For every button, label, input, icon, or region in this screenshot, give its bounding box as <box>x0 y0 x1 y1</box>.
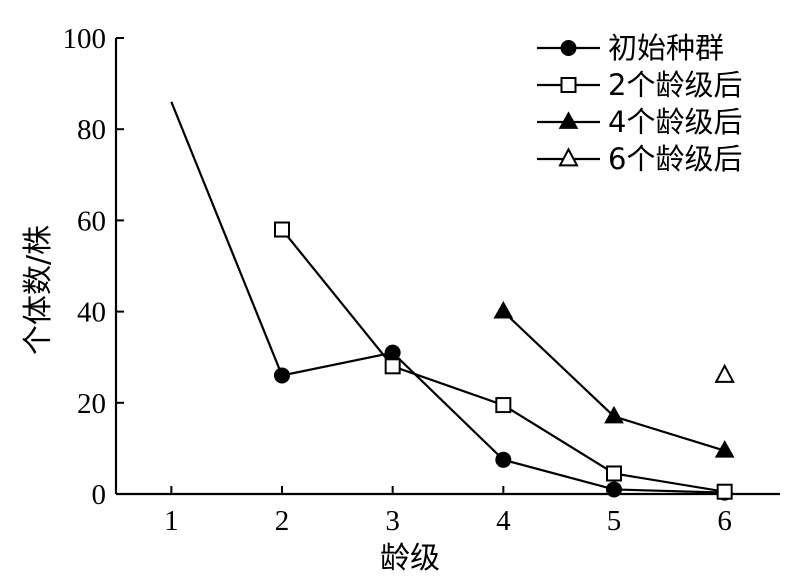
x-axis-title: 龄级 <box>380 541 440 576</box>
series-3 <box>493 300 735 458</box>
legend-item: 6个龄级后 <box>537 142 742 176</box>
legend-item: 4个龄级后 <box>537 105 742 139</box>
legend-marker <box>560 40 577 56</box>
data-point <box>606 481 622 498</box>
x-tick-label: 3 <box>385 505 400 537</box>
plot-area <box>170 101 735 501</box>
y-tick-label: 80 <box>77 114 106 146</box>
legend-marker <box>560 77 577 93</box>
data-point <box>274 367 290 384</box>
series-line <box>170 101 725 494</box>
y-tick-label: 100 <box>63 23 107 55</box>
legend-label: 2个龄级后 <box>608 68 742 102</box>
data-point <box>714 440 735 458</box>
data-point <box>714 363 735 383</box>
x-tick-label: 6 <box>717 505 732 537</box>
data-point <box>606 465 622 482</box>
y-tick-label: 60 <box>77 205 106 237</box>
y-tick-label: 0 <box>92 479 107 511</box>
series-2 <box>274 221 733 500</box>
series-4 <box>714 363 735 383</box>
legend-item: 2个龄级后 <box>537 68 742 102</box>
x-tick-label: 1 <box>164 505 179 537</box>
data-point <box>384 344 401 361</box>
x-tick-label: 4 <box>496 505 511 537</box>
data-point <box>495 397 512 414</box>
data-point <box>274 221 290 238</box>
legend-label: 6个龄级后 <box>608 142 742 176</box>
data-point <box>604 405 624 424</box>
axes: 0 20 40 60 80 100 1 2 3 4 5 6 <box>63 23 780 537</box>
x-tick-label: 5 <box>607 505 622 537</box>
legend-item: 初始种群 <box>537 31 724 65</box>
legend-label: 4个龄级后 <box>608 105 742 139</box>
data-point <box>384 358 401 375</box>
data-point <box>716 483 733 500</box>
y-axis-title: 个体数/株 <box>21 225 56 355</box>
y-tick-label: 20 <box>77 388 106 420</box>
series-line <box>502 310 725 452</box>
legend-marker <box>558 111 579 129</box>
legend-marker <box>558 147 579 167</box>
x-tick-label: 2 <box>275 505 290 537</box>
legend-label: 初始种群 <box>608 31 724 65</box>
data-point <box>495 451 512 468</box>
data-point <box>493 300 514 319</box>
y-tick-label: 40 <box>77 297 106 329</box>
series-1 <box>170 101 733 501</box>
